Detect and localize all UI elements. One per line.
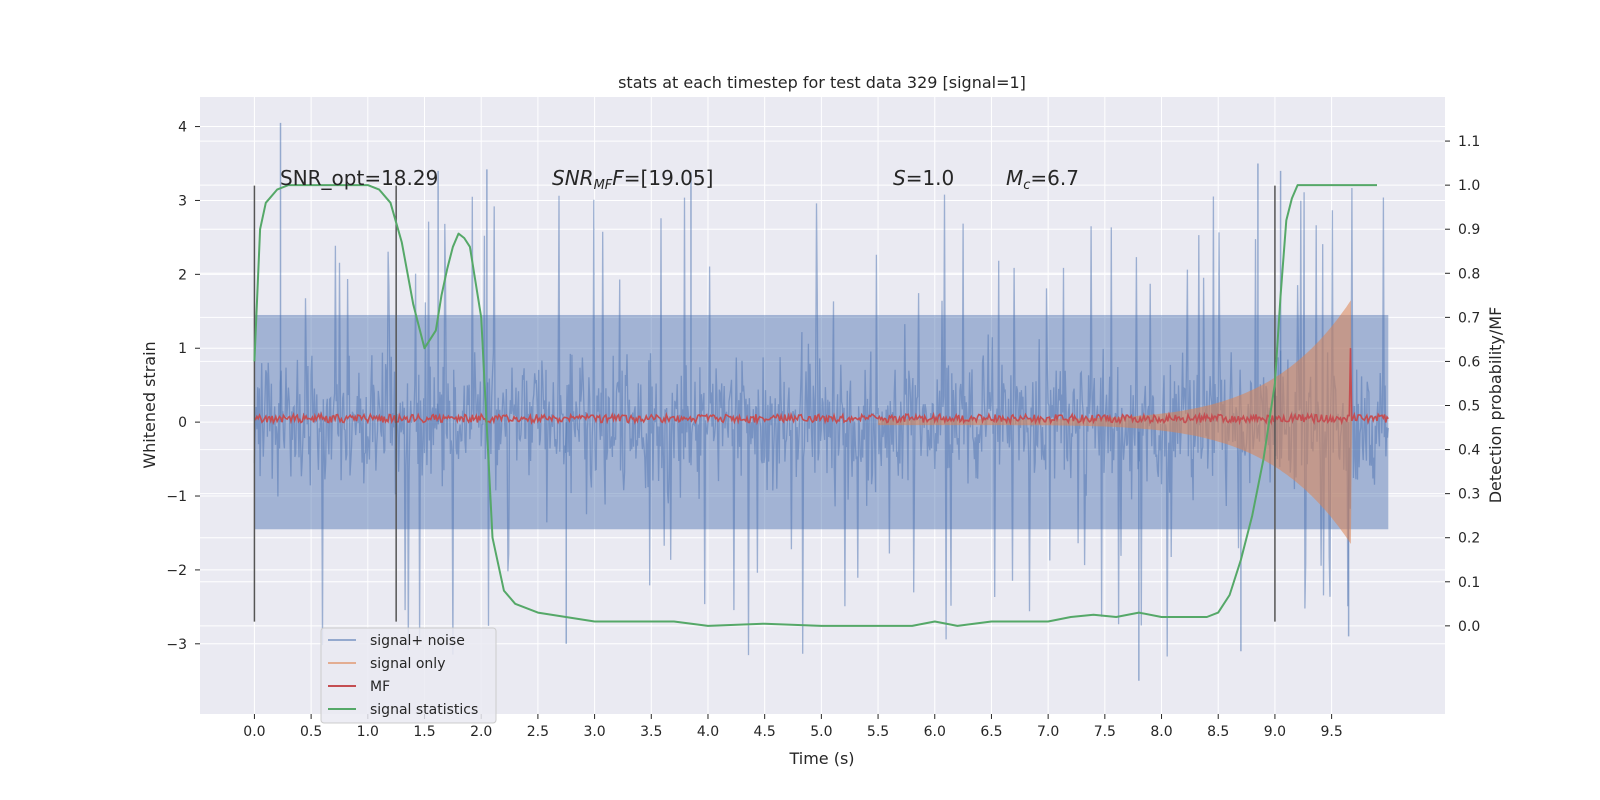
y2-tick-label: 0.9 xyxy=(1458,222,1480,238)
x-axis-label: Time (s) xyxy=(788,749,854,768)
legend-label-signal-noise: signal+ noise xyxy=(370,633,465,649)
annotation-snr-opt: SNR_opt=18.29 xyxy=(280,166,438,190)
y-tick-label: 0 xyxy=(178,415,187,431)
x-tick-label: 0.5 xyxy=(300,724,322,740)
y2-tick-label: 0.1 xyxy=(1458,575,1480,591)
x-tick-label: 7.0 xyxy=(1037,724,1059,740)
x-axis-ticks: 0.0 0.5 1.0 1.5 2.0 2.5 3.0 3.5 4.0 4.5 5.0 5.5 6.0 6… xyxy=(243,714,1343,740)
x-tick-label: 8.0 xyxy=(1150,724,1172,740)
y2-tick-label: 0.8 xyxy=(1458,266,1480,282)
y-tick-label: 4 xyxy=(178,120,187,136)
legend-box xyxy=(320,627,497,724)
x-tick-label: 9.5 xyxy=(1320,724,1342,740)
y-axis-label: Whitened strain xyxy=(140,341,159,468)
y2-tick-label: 0.5 xyxy=(1458,399,1480,415)
legend-label-mf: MF xyxy=(370,679,390,695)
signal-only-envelope xyxy=(878,300,1352,544)
signal-only-series xyxy=(878,300,1352,544)
x-tick-label: 2.5 xyxy=(527,724,549,740)
x-tick-label: 6.0 xyxy=(924,724,946,740)
signal-noise-line xyxy=(253,187,1389,657)
signal-statistics-series xyxy=(253,184,1377,627)
y-axis-ticks: 4 3 2 1 0 −1 −2 −3 xyxy=(166,120,200,653)
x-tick-label: 6.5 xyxy=(980,724,1002,740)
mf-line xyxy=(253,348,1389,426)
x-tick-label: 3.5 xyxy=(640,724,662,740)
y2-axis-ticks: 1.1 1.0 0.9 0.8 0.7 0.6 0.5 0.4 0.3 0.2 0.1 0.0 xyxy=(1445,134,1480,635)
x-tick-label: 3.0 xyxy=(583,724,605,740)
signal-statistics-line xyxy=(253,184,1377,627)
y2-tick-label: 0.3 xyxy=(1458,487,1480,503)
chart-title: stats at each timestep for test data 329… xyxy=(618,73,1026,92)
x-tick-label: 0.0 xyxy=(243,724,265,740)
y-tick-label: 2 xyxy=(178,267,187,283)
x-tick-label: 7.5 xyxy=(1094,724,1116,740)
annotation-snr-mf: SNRMFF=[19.05] xyxy=(552,166,713,193)
x-tick-label: 2.0 xyxy=(470,724,492,740)
y-tick-label: −1 xyxy=(166,489,187,505)
x-tick-label: 4.5 xyxy=(754,724,776,740)
y-tick-label: −2 xyxy=(166,563,187,579)
annotation-mc: Mc=6.7 xyxy=(1006,166,1079,193)
x-tick-label: 9.0 xyxy=(1264,724,1286,740)
x-tick-label: 1.0 xyxy=(357,724,379,740)
y2-tick-label: 1.0 xyxy=(1458,178,1480,194)
mf-series xyxy=(253,348,1389,426)
x-tick-label: 4.0 xyxy=(697,724,719,740)
y-tick-label: −3 xyxy=(166,637,187,653)
y-tick-label: 3 xyxy=(178,193,187,209)
y2-tick-label: 0.4 xyxy=(1458,443,1480,459)
legend: signal+ noise signal only MF signal stat… xyxy=(320,627,497,724)
y2-tick-label: 0.6 xyxy=(1458,354,1480,370)
x-tick-label: 8.5 xyxy=(1207,724,1229,740)
x-tick-label: 1.5 xyxy=(413,724,435,740)
y2-tick-label: 0.7 xyxy=(1458,310,1480,326)
y2-tick-label: 0.2 xyxy=(1458,531,1480,547)
legend-label-signal-statistics: signal statistics xyxy=(370,702,478,718)
annotation-s: S=1.0 xyxy=(893,166,954,190)
x-tick-label: 5.0 xyxy=(810,724,832,740)
vertical-markers xyxy=(253,185,1276,622)
legend-label-signal-only: signal only xyxy=(370,656,445,672)
y2-tick-label: 0.0 xyxy=(1458,619,1480,635)
y2-tick-label: 1.1 xyxy=(1458,134,1480,150)
x-tick-label: 5.5 xyxy=(867,724,889,740)
y-tick-label: 1 xyxy=(178,341,187,357)
y2-axis-label: Detection probability/MF xyxy=(1486,307,1505,504)
